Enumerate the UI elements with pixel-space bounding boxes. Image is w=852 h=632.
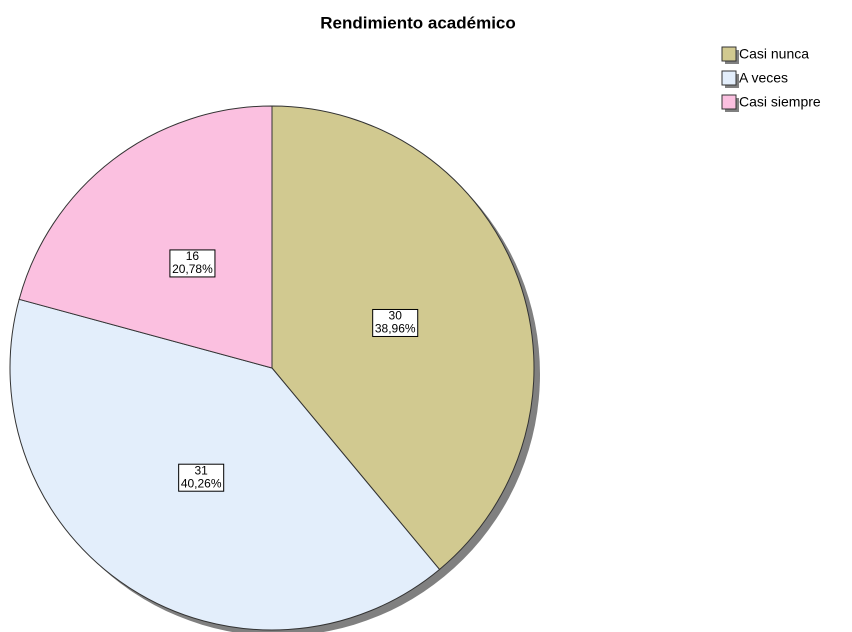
data-label-box — [178, 463, 225, 492]
legend-swatch — [721, 46, 737, 62]
legend-label: A veces — [739, 70, 788, 86]
pie-slice — [271, 105, 535, 571]
data-label-box — [372, 308, 419, 337]
data-label-box — [169, 249, 216, 278]
data-label-percent: 40,26% — [181, 476, 222, 490]
pie-slice — [9, 298, 441, 631]
data-label-value: 30 — [389, 309, 403, 323]
data-label-value: 16 — [186, 249, 200, 263]
legend-label: Casi siempre — [739, 94, 821, 110]
data-label-percent: 38,96% — [375, 322, 416, 336]
legend-label: Casi nunca — [739, 46, 809, 62]
legend-swatch — [721, 70, 737, 86]
pie-slice — [18, 105, 273, 369]
data-label-percent: 20,78% — [172, 262, 213, 276]
legend-swatch — [721, 94, 737, 110]
data-label-value: 31 — [194, 463, 208, 477]
chart-title: Rendimiento académico — [320, 13, 516, 32]
